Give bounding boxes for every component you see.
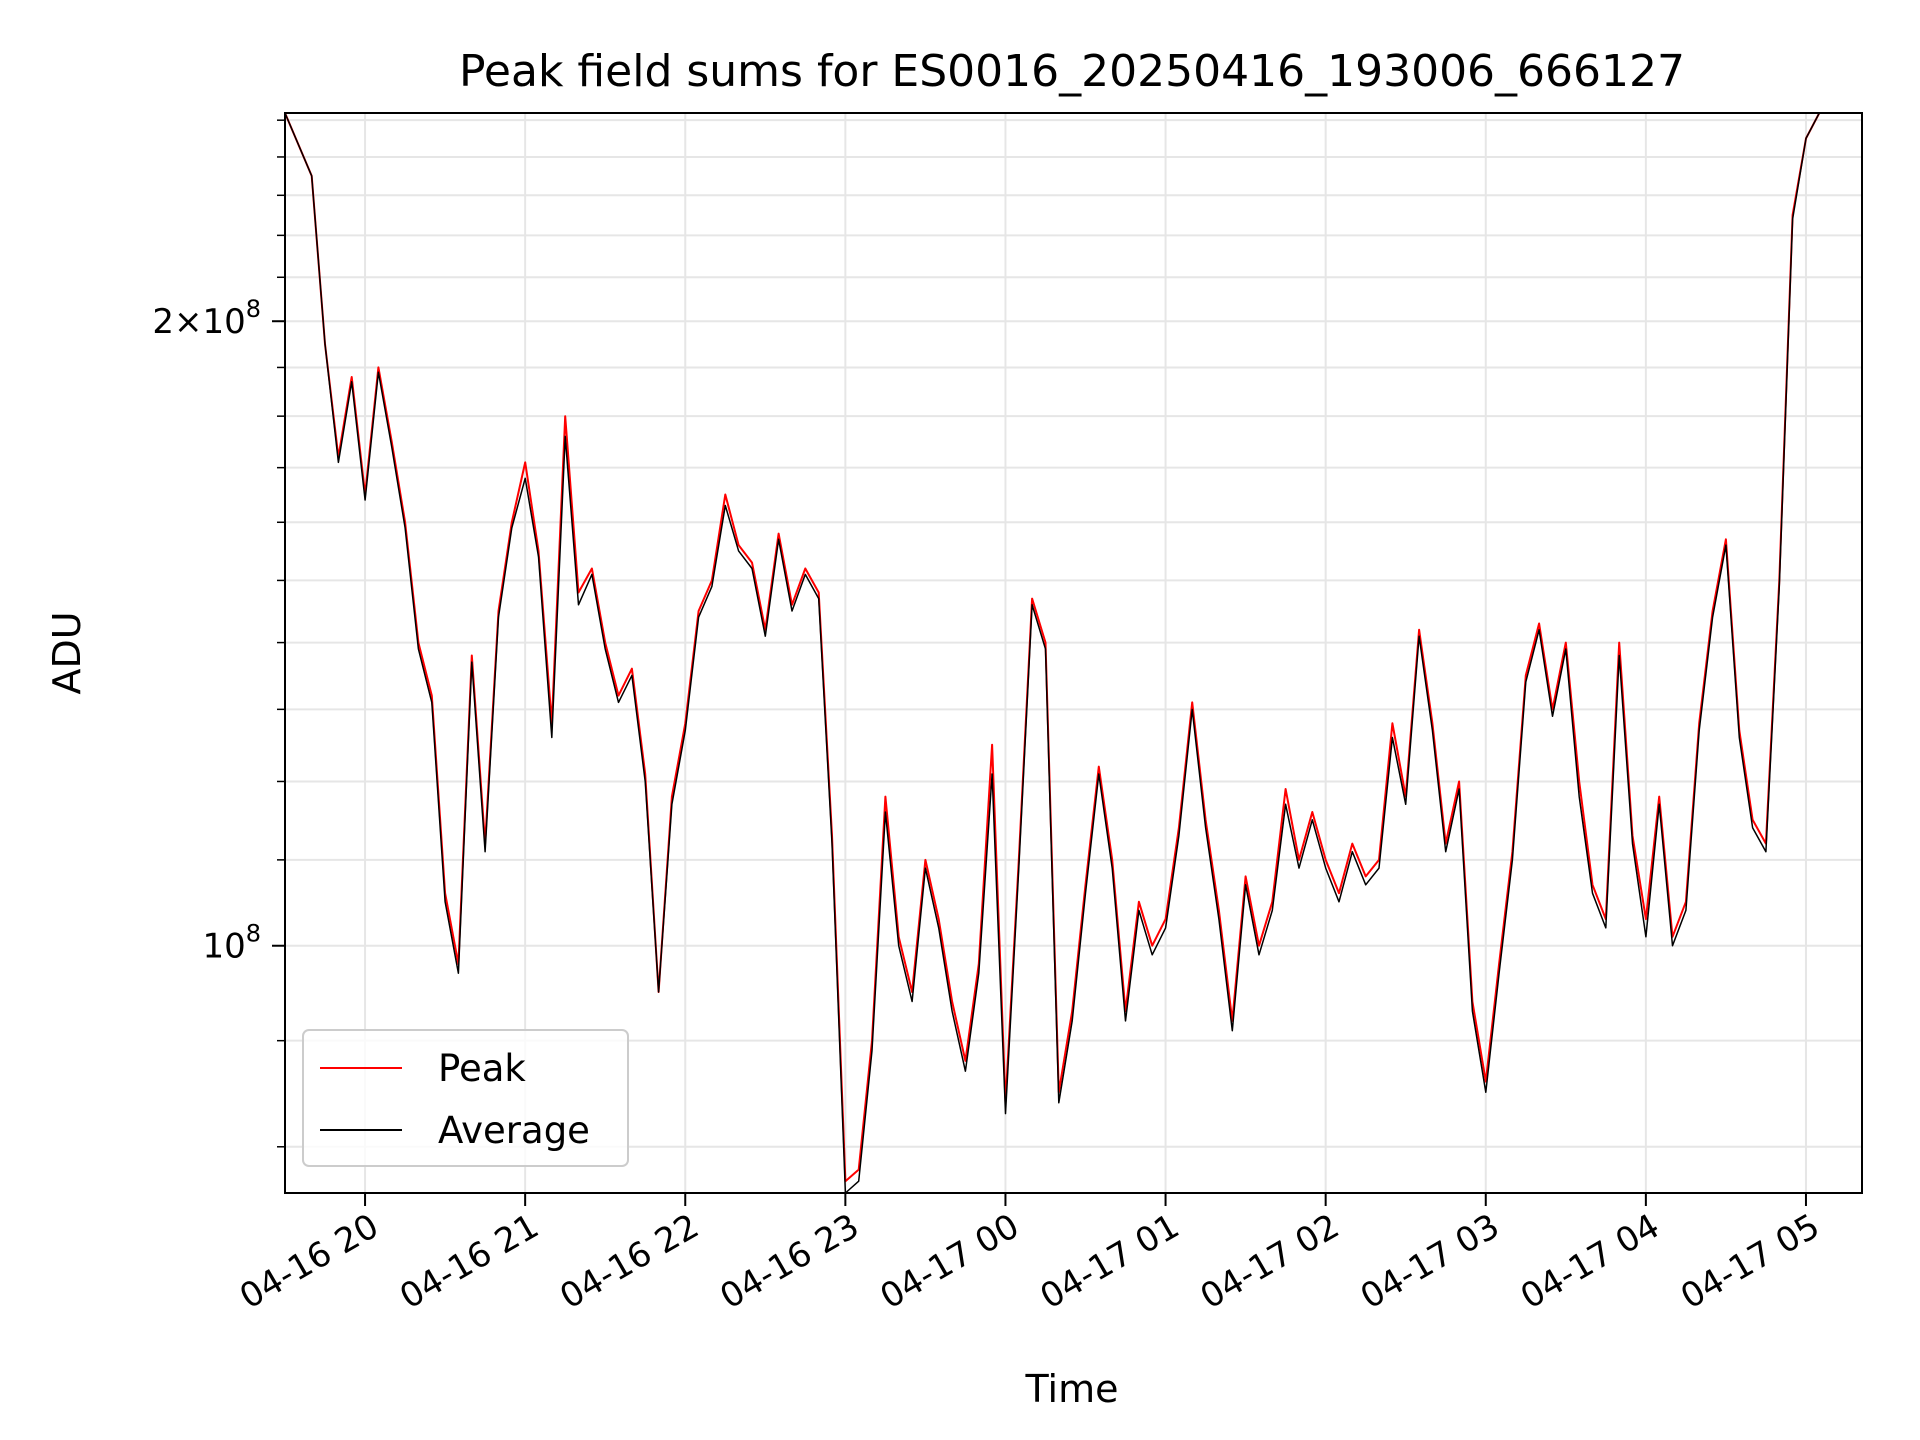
x-tick-label: 04-17 01	[1034, 1206, 1186, 1317]
x-tick-label: 04-17 05	[1674, 1206, 1826, 1317]
series-line-average	[284, 112, 1820, 1194]
series-line-peak	[284, 112, 1821, 1183]
x-tick-label: 04-17 03	[1354, 1206, 1506, 1317]
x-tick-label: 04-16 21	[393, 1206, 545, 1317]
legend-box	[302, 1029, 629, 1167]
series-layer	[284, 112, 1821, 1194]
plot-area-frame	[284, 112, 1863, 1194]
y-axis-label: ADU	[45, 611, 89, 694]
x-tick-label: 04-16 23	[713, 1206, 865, 1317]
legend-label: Peak	[438, 1047, 526, 1090]
x-tick-label: 04-17 02	[1194, 1206, 1346, 1317]
legend: Peak Average	[302, 1029, 629, 1167]
x-axis-label: Time	[1025, 1367, 1119, 1411]
grid	[285, 113, 1862, 1193]
y-tick-label: 2×108	[152, 295, 261, 342]
x-tick-label: 04-17 04	[1514, 1206, 1666, 1317]
legend-label: Average	[438, 1109, 590, 1152]
x-tick-label: 04-16 22	[553, 1206, 705, 1317]
x-tick-label: 04-16 20	[233, 1206, 385, 1317]
chart-title: Peak field sums for ES0016_20250416_1930…	[459, 46, 1685, 97]
x-tick-label: 04-17 00	[874, 1206, 1026, 1317]
y-tick-label: 108	[202, 920, 261, 967]
